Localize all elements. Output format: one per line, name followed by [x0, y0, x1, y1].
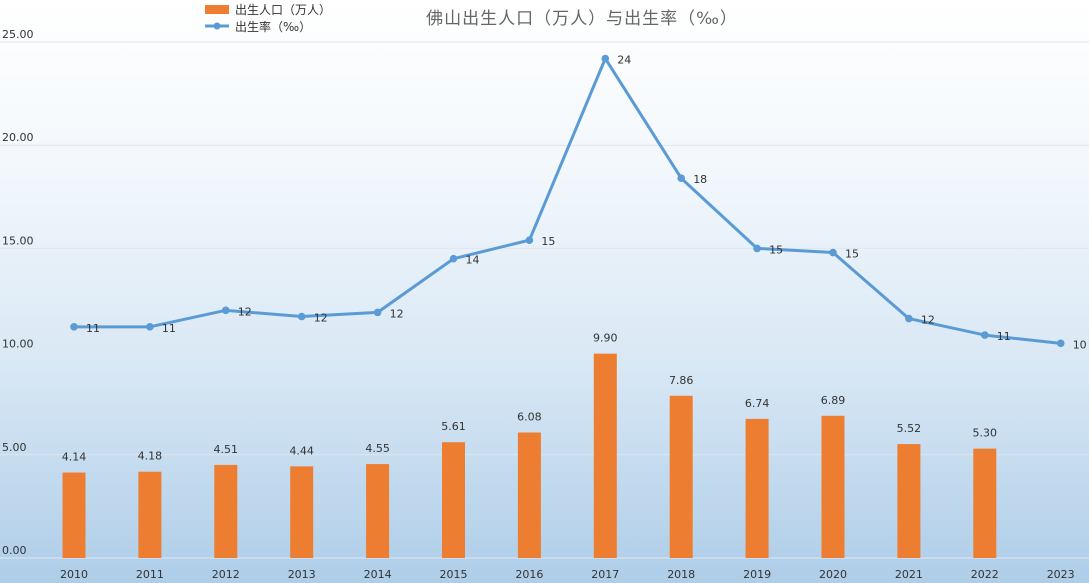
y-tick-label: 0.00: [2, 544, 27, 557]
x-tick-label: 2018: [667, 568, 695, 581]
y-tick-label: 25.00: [2, 28, 34, 41]
bar-data-label: 7.86: [669, 374, 694, 387]
x-tick-label: 2016: [515, 568, 543, 581]
line-data-label: 15: [845, 248, 859, 261]
x-tick-label: 2023: [1047, 568, 1075, 581]
y-tick-label: 20.00: [2, 131, 34, 144]
bar: [290, 466, 314, 558]
line-point: [753, 244, 761, 253]
line-data-label: 11: [86, 322, 100, 335]
line-data-label: 18: [693, 173, 707, 186]
data-labels: 4.14 4.18 4.51 4.44 4.55 5.61 6.08 9.90 7.86 6.74…: [62, 54, 1087, 464]
grid-lines: [0, 41, 1089, 559]
bar-data-label: 5.30: [973, 427, 998, 440]
bar-data-label: 4.55: [365, 442, 390, 455]
line-point: [146, 323, 154, 331]
bar-data-label: 6.08: [517, 411, 542, 424]
bar: [214, 464, 238, 558]
bar: [821, 415, 845, 558]
bar-data-label: 4.18: [138, 450, 163, 463]
line-data-label: 24: [617, 54, 631, 67]
bar: [897, 444, 921, 558]
bar-data-label: 4.44: [289, 444, 314, 457]
x-tick-label: 2015: [440, 568, 468, 581]
bar: [138, 471, 162, 558]
line-data-label: 12: [238, 305, 252, 318]
bar-data-label: 6.89: [821, 394, 846, 407]
legend-swatch-marker: [213, 22, 221, 30]
legend-swatch-bar: [205, 5, 229, 14]
line-point: [905, 314, 913, 323]
line-point: [449, 254, 458, 263]
x-tick-label: 2022: [971, 568, 999, 581]
bar: [517, 432, 541, 558]
x-tick-label: 2020: [819, 568, 847, 581]
line-data-label: 12: [390, 307, 404, 320]
legend-label-line: 出生率（‰）: [235, 19, 311, 34]
x-tick-label: 2017: [591, 568, 619, 581]
x-tick-label: 2012: [212, 568, 240, 581]
x-tick-label: 2011: [136, 568, 164, 581]
bar: [366, 464, 390, 558]
rate-line: [74, 57, 1061, 345]
line-data-label: 11: [162, 322, 176, 335]
line-point: [829, 248, 837, 257]
y-tick-label: 5.00: [2, 441, 27, 454]
y-tick-label: 10.00: [2, 338, 34, 351]
bar: [62, 472, 86, 558]
line-data-label: 10: [1073, 338, 1087, 351]
bar-data-label: 4.14: [62, 451, 87, 464]
line-point: [1056, 339, 1065, 348]
bar: [593, 353, 617, 558]
line-point: [525, 236, 534, 244]
line-point: [981, 331, 989, 339]
bar: [669, 395, 693, 558]
legend: 出生人口（万人） 出生率（‰）: [205, 3, 331, 34]
line-point: [222, 306, 230, 315]
bar-data-label: 9.90: [593, 332, 618, 345]
line-data-label: 15: [769, 243, 783, 256]
line-point: [70, 323, 78, 331]
line-point: [297, 312, 306, 321]
line-series: [70, 54, 1065, 348]
axes: 0.00 5.00 10.00 15.00 20.00 25.00 2010 2011 2012…: [2, 28, 1075, 581]
chart-title: 佛山出生人口（万人）与出生率（‰）: [426, 9, 738, 29]
bar-data-label: 6.74: [745, 397, 770, 410]
x-tick-label: 2010: [60, 568, 88, 581]
line-point: [601, 54, 610, 63]
x-tick-label: 2019: [743, 568, 771, 581]
x-tick-label: 2014: [364, 568, 392, 581]
line-data-label: 12: [314, 312, 328, 325]
line-data-label: 12: [921, 314, 935, 327]
bar: [745, 418, 769, 558]
x-tick-label: 2021: [895, 568, 923, 581]
bar: [442, 442, 465, 558]
bar-data-label: 5.52: [897, 422, 922, 435]
bar-data-label: 5.61: [441, 420, 466, 433]
line-data-label: 15: [541, 235, 555, 248]
line-point: [373, 308, 382, 317]
line-data-label: 11: [997, 330, 1011, 343]
x-tick-label: 2013: [288, 568, 316, 581]
legend-label-bar: 出生人口（万人）: [235, 3, 331, 17]
line-point: [677, 174, 685, 183]
y-tick-label: 15.00: [2, 234, 34, 247]
bar-series: [62, 353, 997, 558]
line-data-label: 14: [466, 254, 480, 267]
bar: [973, 448, 997, 558]
bar-data-label: 4.51: [214, 443, 239, 456]
